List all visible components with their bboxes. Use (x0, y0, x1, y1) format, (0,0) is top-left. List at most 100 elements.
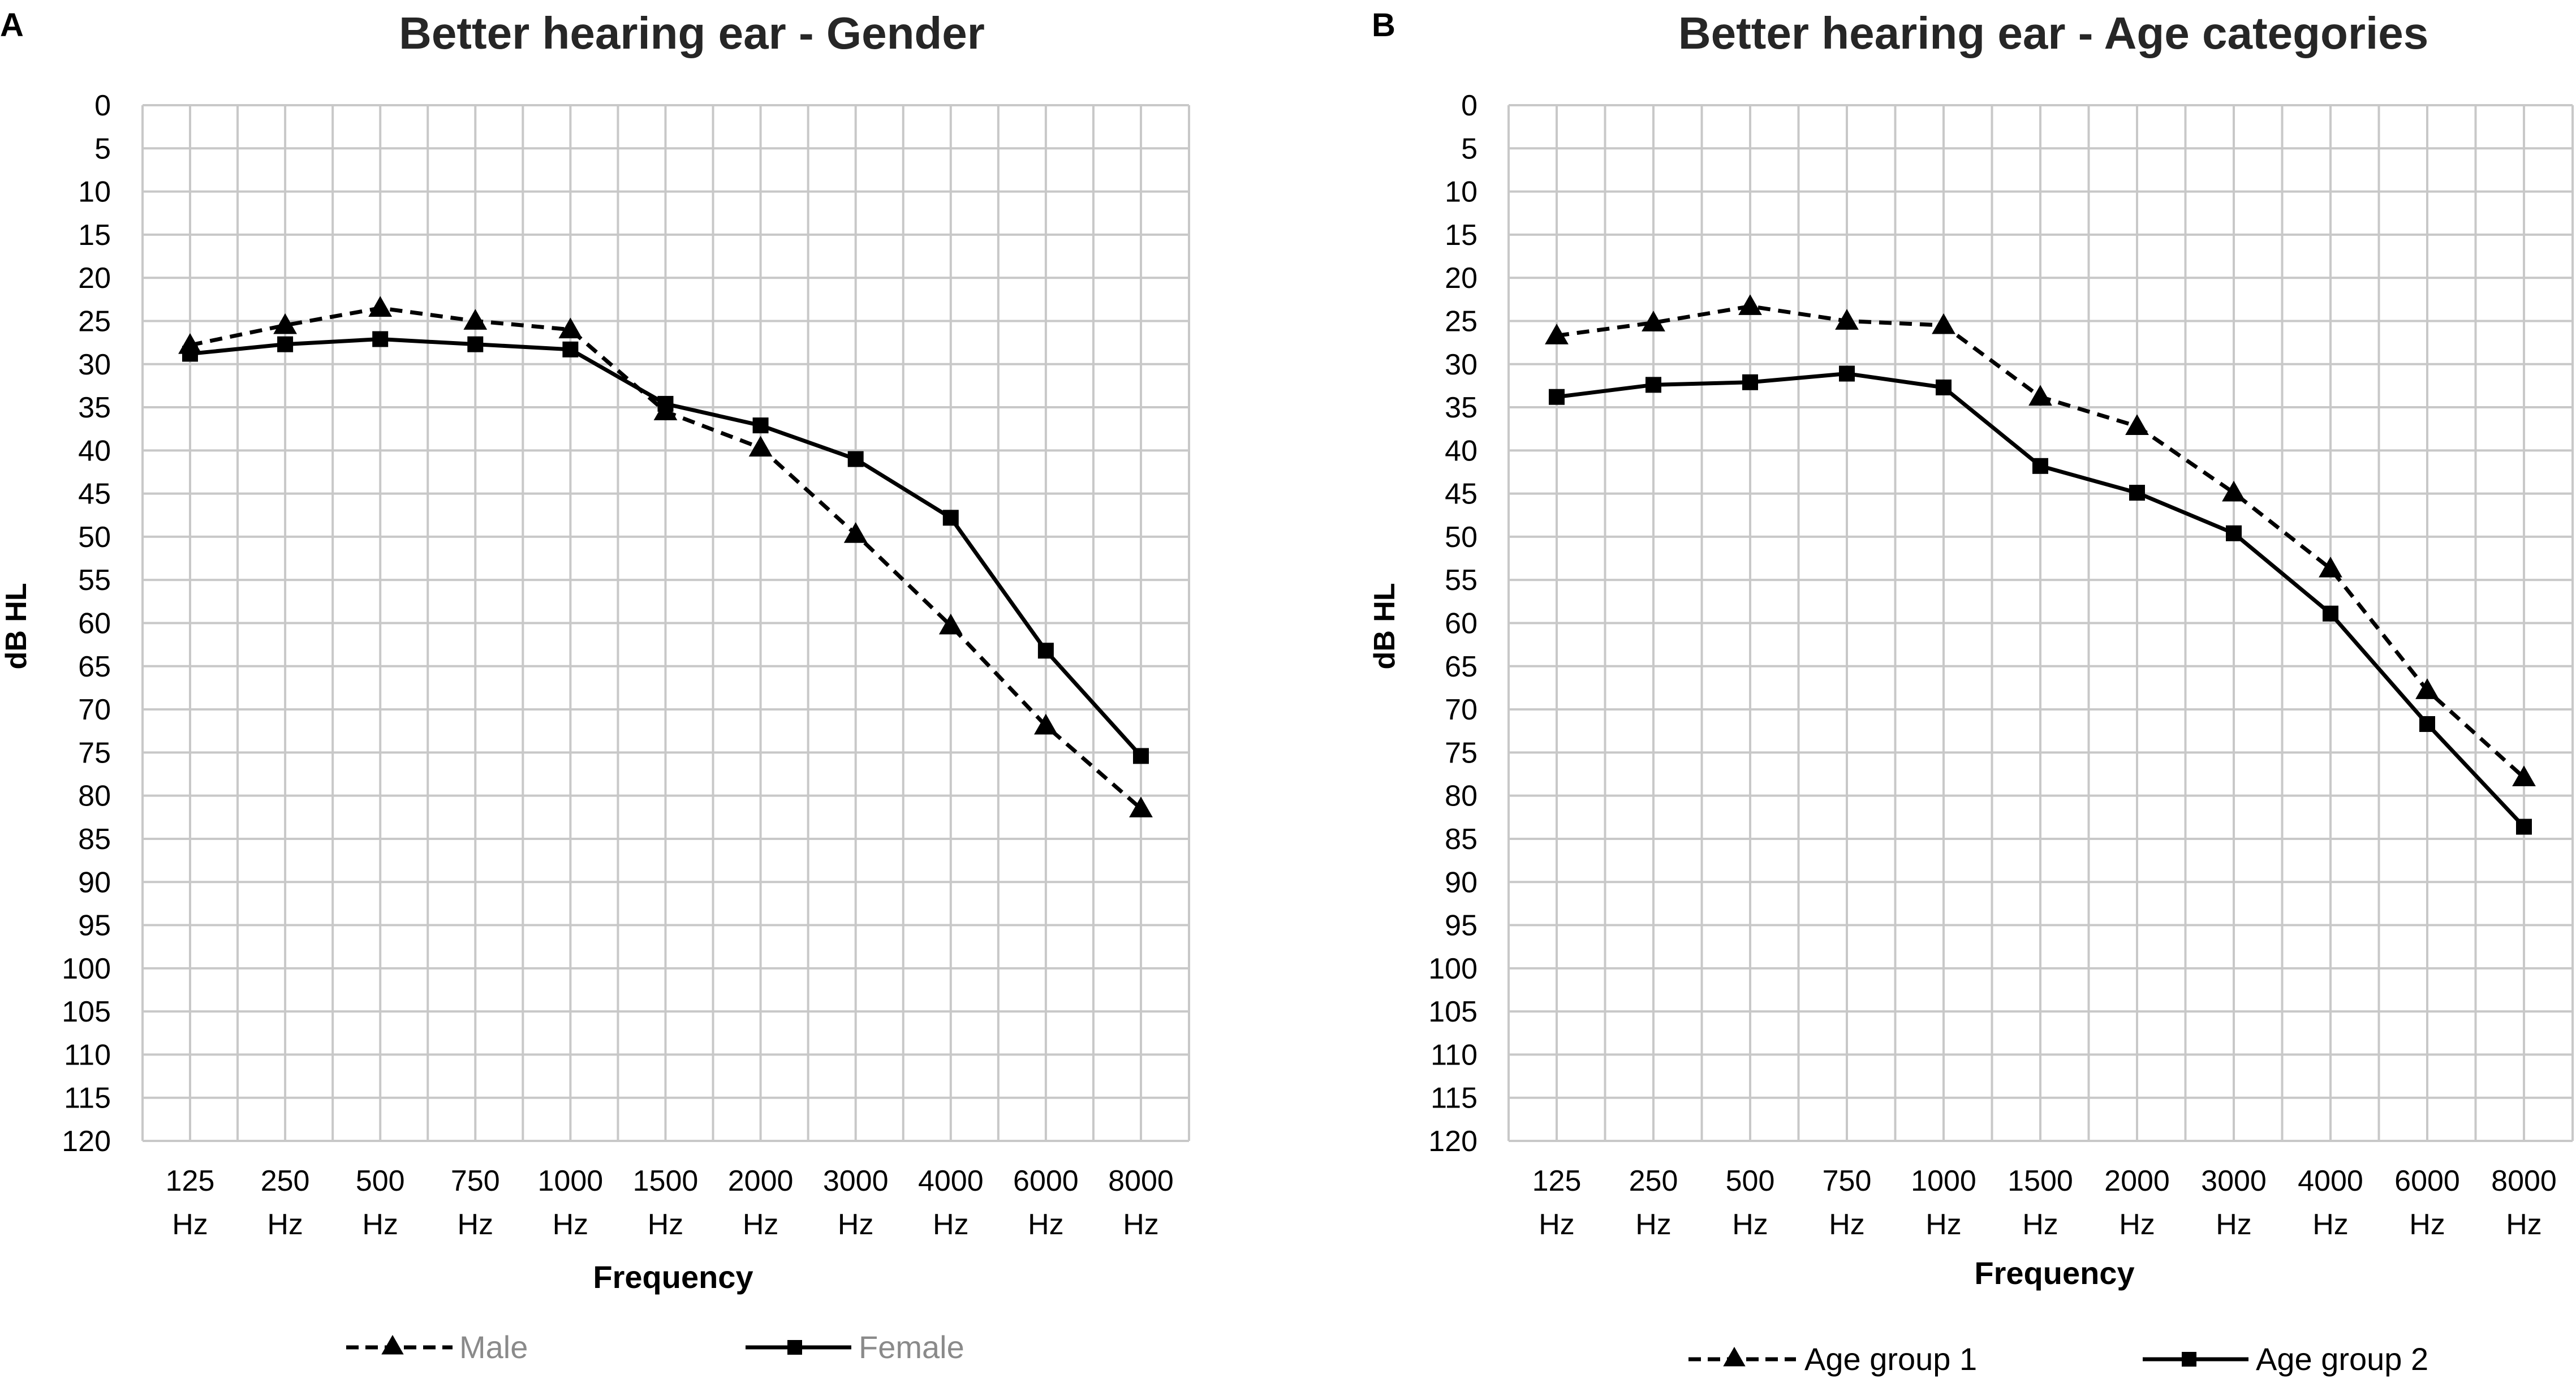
y-tick-label: 35 (78, 391, 111, 424)
y-tick-label: 55 (78, 564, 111, 597)
data-point-triangle (2222, 480, 2246, 502)
y-tick-label: 5 (1461, 132, 1477, 165)
x-tick-unit: Hz (1732, 1208, 1768, 1241)
data-point-triangle (1932, 313, 1955, 334)
panel-b-x-axis-label: Frequency (1974, 1255, 2134, 1291)
y-tick-label: 10 (1445, 176, 1477, 209)
y-tick-label: 50 (1445, 521, 1477, 554)
panel-b-grid (1507, 104, 2574, 1142)
panel-b-chart: B Better hearing ear - Age categories 0 5… (1368, 7, 2574, 1377)
data-point-triangle (368, 296, 393, 317)
y-tick-label: 0 (94, 89, 111, 122)
x-tick-label: 250 (1629, 1165, 1678, 1197)
data-point-square (182, 346, 198, 362)
y-tick-label: 75 (1445, 736, 1477, 769)
y-tick-label: 20 (78, 262, 111, 295)
legend-marker-square (2182, 1352, 2196, 1367)
y-tick-label: 105 (62, 996, 111, 1028)
y-tick-label: 115 (1431, 1082, 1477, 1115)
data-point-square (467, 336, 484, 352)
x-tick-label: 750 (1823, 1165, 1872, 1197)
y-tick-label: 70 (1445, 693, 1477, 726)
y-tick-label: 60 (1445, 608, 1477, 640)
panel-a-y-ticks: 0 5 10 15 20 25 30 35 40 45 50 55 60 65 70 75 80 85 90 95 10… (62, 89, 111, 1158)
data-point-triangle (748, 436, 773, 457)
x-tick-label: 2000 (2104, 1165, 2170, 1197)
data-point-triangle (273, 313, 297, 334)
data-point-square (942, 510, 959, 526)
data-point-square (2129, 485, 2145, 501)
y-tick-label: 95 (78, 910, 111, 942)
x-tick-label: 8000 (2491, 1165, 2557, 1197)
data-point-square (752, 417, 769, 434)
y-tick-label: 25 (78, 305, 111, 338)
panel-b-title: Better hearing ear - Age categories (1678, 8, 2428, 58)
legend-marker-triangle (1723, 1346, 1746, 1367)
x-tick-unit: Hz (838, 1208, 874, 1241)
x-tick-label: 8000 (1108, 1165, 1174, 1197)
x-tick-unit: Hz (267, 1208, 303, 1241)
legend-label: Female (859, 1329, 964, 1365)
data-point-square (2516, 818, 2532, 835)
x-tick-unit: Hz (2312, 1208, 2349, 1241)
y-tick-label: 40 (78, 434, 111, 467)
y-tick-label: 15 (78, 219, 111, 252)
x-tick-unit: Hz (362, 1208, 398, 1241)
y-tick-label: 120 (1428, 1125, 1477, 1158)
y-tick-label: 0 (1461, 89, 1477, 122)
x-tick-label: 4000 (2298, 1165, 2363, 1197)
data-point-square (372, 331, 389, 347)
x-tick-label: 6000 (1013, 1165, 1079, 1197)
legend-label: Age group 2 (2256, 1341, 2428, 1377)
panel-b-legend: Age group 1 Age group 2 (1688, 1341, 2428, 1377)
x-tick-unit: Hz (172, 1208, 208, 1241)
legend-label: Male (459, 1329, 528, 1365)
y-tick-label: 80 (78, 780, 111, 813)
x-tick-label: 250 (261, 1165, 310, 1197)
y-tick-label: 50 (78, 521, 111, 554)
x-tick-unit: Hz (1123, 1208, 1159, 1241)
data-point-square (277, 336, 294, 352)
x-tick-unit: Hz (458, 1208, 494, 1241)
y-tick-label: 110 (64, 1039, 111, 1071)
data-point-square (657, 395, 674, 412)
x-tick-label: 3000 (823, 1165, 889, 1197)
y-tick-label: 60 (78, 608, 111, 640)
y-tick-label: 30 (1445, 348, 1477, 381)
y-tick-label: 95 (1445, 910, 1477, 942)
data-point-square (1549, 389, 1565, 405)
x-tick-unit: Hz (2506, 1208, 2542, 1241)
y-tick-label: 25 (1445, 305, 1477, 338)
panel-a-title: Better hearing ear - Gender (399, 8, 985, 58)
x-tick-label: 750 (451, 1165, 500, 1197)
y-tick-label: 35 (1445, 391, 1477, 424)
y-tick-label: 115 (64, 1082, 111, 1115)
panel-a-series (178, 296, 1153, 817)
panel-b-x-ticks: 125 Hz 250 Hz 500 Hz 750 Hz 1000 Hz 1500 Hz 2000 Hz 30… (1532, 1165, 2557, 1241)
x-tick-label: 1000 (1911, 1165, 1976, 1197)
y-tick-label: 70 (78, 693, 111, 726)
y-tick-label: 120 (62, 1125, 111, 1158)
x-tick-label: 2000 (728, 1165, 794, 1197)
x-tick-unit: Hz (933, 1208, 969, 1241)
y-tick-label: 90 (78, 866, 111, 899)
y-tick-label: 85 (78, 823, 111, 856)
panel-a-grid (141, 104, 1190, 1142)
x-tick-label: 1000 (538, 1165, 604, 1197)
panel-b-series (1545, 294, 2536, 835)
x-tick-unit: Hz (1028, 1208, 1064, 1241)
x-tick-label: 125 (1532, 1165, 1582, 1197)
x-tick-label: 6000 (2394, 1165, 2460, 1197)
panel-a-x-ticks: 125 Hz 250 Hz 500 Hz 750 Hz 1000 Hz 1500 Hz 2000 Hz 30… (166, 1165, 1174, 1241)
data-point-square (847, 451, 864, 467)
panel-a-x-axis-label: Frequency (593, 1259, 753, 1295)
y-tick-label: 10 (78, 176, 111, 209)
x-tick-unit: Hz (2119, 1208, 2155, 1241)
x-tick-unit: Hz (2409, 1208, 2445, 1241)
y-tick-label: 5 (94, 132, 111, 165)
data-point-triangle (1835, 309, 1859, 330)
data-point-triangle (2415, 678, 2439, 699)
y-tick-label: 65 (78, 650, 111, 683)
panel-b-label: B (1372, 7, 1395, 44)
